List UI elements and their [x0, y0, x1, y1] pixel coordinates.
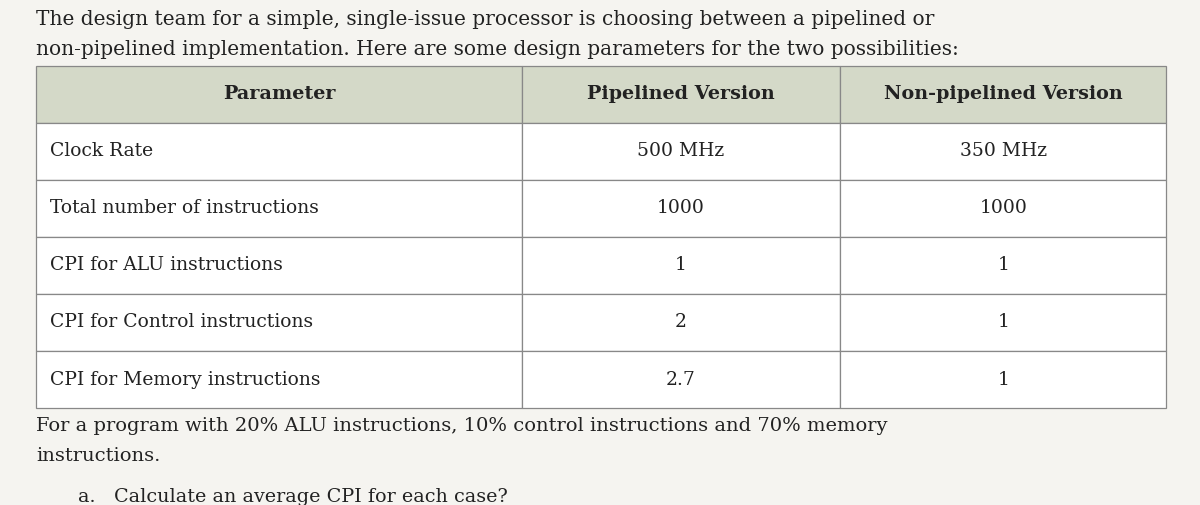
Text: 2.7: 2.7	[666, 371, 696, 388]
Text: The design team for a simple, single-issue processor is choosing between a pipel: The design team for a simple, single-iss…	[36, 10, 935, 29]
Text: Parameter: Parameter	[223, 85, 335, 103]
Text: 1: 1	[997, 371, 1009, 388]
Text: a.: a.	[78, 488, 96, 505]
Text: CPI for ALU instructions: CPI for ALU instructions	[50, 257, 283, 274]
Text: Total number of instructions: Total number of instructions	[50, 199, 319, 217]
Text: 500 MHz: 500 MHz	[637, 142, 725, 160]
Text: Calculate an average CPI for each case?: Calculate an average CPI for each case?	[114, 488, 508, 505]
Text: non-pipelined implementation. Here are some design parameters for the two possib: non-pipelined implementation. Here are s…	[36, 40, 959, 60]
Text: 350 MHz: 350 MHz	[960, 142, 1046, 160]
Text: 1: 1	[997, 257, 1009, 274]
Text: 1: 1	[676, 257, 686, 274]
Text: 1000: 1000	[658, 199, 704, 217]
Text: 1: 1	[997, 314, 1009, 331]
Text: CPI for Memory instructions: CPI for Memory instructions	[50, 371, 320, 388]
Text: Pipelined Version: Pipelined Version	[587, 85, 775, 103]
Text: Clock Rate: Clock Rate	[50, 142, 154, 160]
Text: For a program with 20% ALU instructions, 10% control instructions and 70% memory: For a program with 20% ALU instructions,…	[36, 417, 888, 435]
Text: Non-pipelined Version: Non-pipelined Version	[884, 85, 1122, 103]
Text: 2: 2	[674, 314, 686, 331]
Text: instructions.: instructions.	[36, 447, 161, 466]
Text: CPI for Control instructions: CPI for Control instructions	[50, 314, 313, 331]
Text: 1000: 1000	[979, 199, 1027, 217]
